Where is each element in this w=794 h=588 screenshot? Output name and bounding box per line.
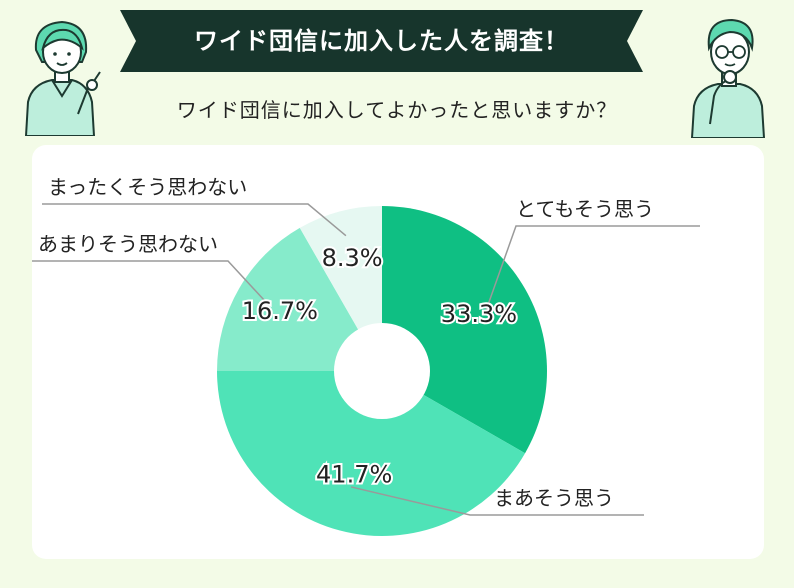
man-thinking-illustration <box>690 18 766 138</box>
pie-slice-somewhat-agree <box>217 371 526 536</box>
category-label-very-agree: とてもそう思う <box>516 197 654 221</box>
category-label-not-at-all-agree: まったくそう思わない <box>48 175 247 199</box>
leader-line-very-agree <box>485 225 700 312</box>
title-banner: ワイド団信に加入した人を調査！ <box>120 10 643 72</box>
leader-line-somewhat-agree <box>350 486 644 516</box>
category-label-somewhat-agree: まあそう思う <box>494 486 614 510</box>
page-title: ワイド団信に加入した人を調査！ <box>194 27 569 55</box>
value-label-very-agree: 33.3% <box>441 300 517 328</box>
chart-card: 33.3% 41.7% 16.7% 8.3% とてもそう思うまあそう思う あまりそう思わ… <box>32 145 764 559</box>
question-subtitle: ワイド団信に加入してよかったと思いますか？ <box>176 98 618 122</box>
banner-shape <box>120 10 643 72</box>
leader-line-not-really-agree <box>32 260 271 307</box>
donut-hole <box>334 323 430 419</box>
pie-slice-not-really-agree <box>217 227 382 371</box>
value-label-not-at-all-agree: 8.3% <box>322 244 383 272</box>
leader-line-not-at-all-agree <box>42 203 347 237</box>
value-label-not-really-agree: 16.7% <box>242 297 318 325</box>
value-label-somewhat-agree: 41.7% <box>316 460 392 488</box>
category-label-not-really-agree: あまりそう思わない <box>38 232 218 256</box>
woman-pointing-illustration <box>24 20 101 136</box>
